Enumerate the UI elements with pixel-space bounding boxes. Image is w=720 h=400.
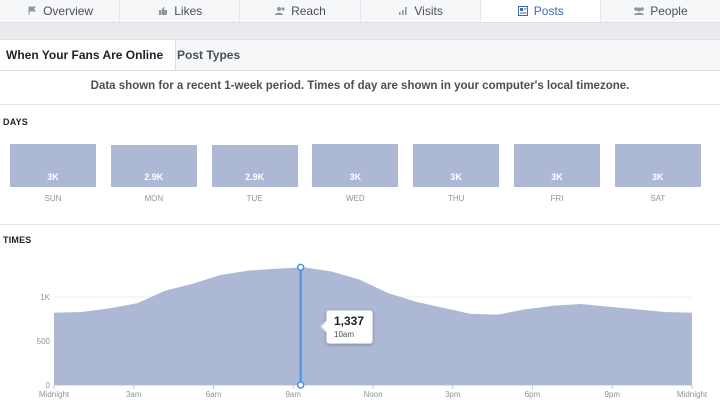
y-tick-label: 1K: [40, 293, 50, 302]
day-value-label: 3K: [551, 172, 563, 182]
day-column: 2.9K TUE: [211, 144, 298, 203]
hour-point[interactable]: [191, 282, 195, 286]
hour-point[interactable]: [329, 269, 333, 273]
nav-posts[interactable]: Posts: [480, 0, 601, 22]
x-tick-label: Noon: [363, 390, 382, 399]
nav-likes[interactable]: Likes: [120, 0, 241, 22]
hour-point[interactable]: [413, 299, 417, 303]
x-tick-label: 3pm: [445, 390, 461, 399]
day-bar[interactable]: 2.9K: [211, 145, 298, 187]
x-tick-label: 6pm: [525, 390, 541, 399]
nav-posts-label: Posts: [533, 4, 564, 18]
days-title: DAYS: [3, 117, 28, 127]
tab-when-fans-online[interactable]: When Your Fans Are Online: [0, 40, 177, 70]
day-bar[interactable]: 3K: [514, 144, 600, 187]
bar-chart-icon: [397, 5, 409, 17]
tooltip-time: 10am: [334, 330, 355, 339]
hour-point[interactable]: [357, 277, 361, 281]
highlight-handle[interactable]: [296, 263, 305, 272]
day-label: WED: [346, 194, 365, 203]
times-tooltip: 1,337 10am: [326, 310, 373, 344]
hour-point[interactable]: [690, 311, 694, 315]
day-label: SAT: [650, 194, 666, 203]
flag-icon: [26, 5, 38, 17]
nav-reach[interactable]: Reach: [240, 0, 361, 22]
day-value-label: 3K: [349, 172, 362, 182]
day-column: 3K THU: [413, 144, 500, 203]
hour-point[interactable]: [385, 291, 389, 295]
hour-point[interactable]: [218, 273, 222, 277]
timezone-note: Data shown for a recent 1-week period. T…: [90, 80, 630, 92]
day-bar[interactable]: 3K: [413, 144, 500, 187]
people-icon: [274, 5, 286, 17]
nav-separator-band: [0, 23, 720, 40]
nav-people[interactable]: People: [601, 0, 720, 22]
hour-point[interactable]: [107, 306, 111, 310]
day-column: 2.9K MON: [110, 144, 197, 203]
x-tick-label: Midnight: [39, 390, 70, 399]
subtabs: When Your Fans Are Online Post Types: [0, 40, 720, 71]
day-column: 3K SUN: [10, 144, 96, 203]
day-value-label: 3K: [652, 172, 664, 182]
nav-overview[interactable]: Overview: [0, 0, 121, 22]
day-label: SUN: [44, 194, 62, 203]
group-icon: [633, 5, 645, 17]
tab-post-types[interactable]: Post Types: [177, 48, 241, 62]
times-title: TIMES: [3, 235, 32, 245]
day-label: MON: [144, 194, 164, 203]
day-column: 3K SAT: [614, 144, 701, 203]
hour-point[interactable]: [135, 301, 139, 305]
divider: [0, 104, 720, 105]
day-label: FRI: [550, 194, 564, 203]
day-column: 3K FRI: [514, 144, 600, 203]
hour-point[interactable]: [468, 312, 472, 316]
tooltip-value: 1,337: [334, 314, 365, 328]
day-bar[interactable]: 3K: [10, 144, 96, 187]
day-bar[interactable]: 2.9K: [110, 145, 197, 187]
x-tick-label: 3am: [126, 390, 142, 399]
day-column: 3K WED: [312, 144, 399, 203]
hour-point[interactable]: [302, 265, 306, 269]
hour-point[interactable]: [496, 313, 500, 317]
day-value-label: 3K: [450, 172, 462, 182]
day-value-label: 2.9K: [144, 172, 164, 182]
day-label: THU: [447, 194, 465, 203]
nav-people-label: People: [650, 4, 688, 18]
insights-nav: Overview Likes Reach Visits Posts People: [0, 0, 720, 23]
divider: [0, 224, 720, 225]
thumbs-up-icon: [157, 5, 169, 17]
nav-overview-label: Overview: [43, 4, 94, 18]
times-area-series[interactable]: [54, 267, 692, 385]
hour-point[interactable]: [635, 307, 639, 311]
y-tick-label: 500: [37, 337, 51, 346]
hour-point[interactable]: [551, 304, 555, 308]
highlight-handle[interactable]: [296, 381, 305, 389]
hour-point[interactable]: [579, 302, 583, 306]
nav-visits[interactable]: Visits: [361, 0, 481, 22]
posts-icon: [517, 5, 529, 17]
day-label: TUE: [246, 194, 263, 203]
hour-point[interactable]: [662, 310, 666, 314]
hour-point[interactable]: [524, 307, 528, 311]
x-tick-label: Midnight: [677, 390, 708, 399]
hour-point[interactable]: [163, 289, 167, 293]
hour-point[interactable]: [246, 269, 250, 273]
x-tick-label: 9pm: [604, 390, 620, 399]
day-bar[interactable]: 3K: [614, 144, 701, 187]
hour-point[interactable]: [440, 306, 444, 310]
day-bar[interactable]: 3K: [312, 144, 399, 187]
nav-likes-label: Likes: [174, 4, 203, 18]
y-tick-label: 0: [46, 381, 51, 390]
nav-visits-label: Visits: [414, 4, 443, 18]
x-tick-label: 6am: [206, 390, 222, 399]
day-value-label: 3K: [47, 172, 59, 182]
hour-point[interactable]: [607, 305, 611, 309]
nav-reach-label: Reach: [291, 4, 326, 18]
hour-point[interactable]: [274, 267, 278, 271]
hour-point[interactable]: [80, 310, 84, 314]
hour-point[interactable]: [52, 311, 56, 315]
day-value-label: 2.9K: [245, 172, 265, 182]
x-tick-label: 9am: [285, 390, 301, 399]
